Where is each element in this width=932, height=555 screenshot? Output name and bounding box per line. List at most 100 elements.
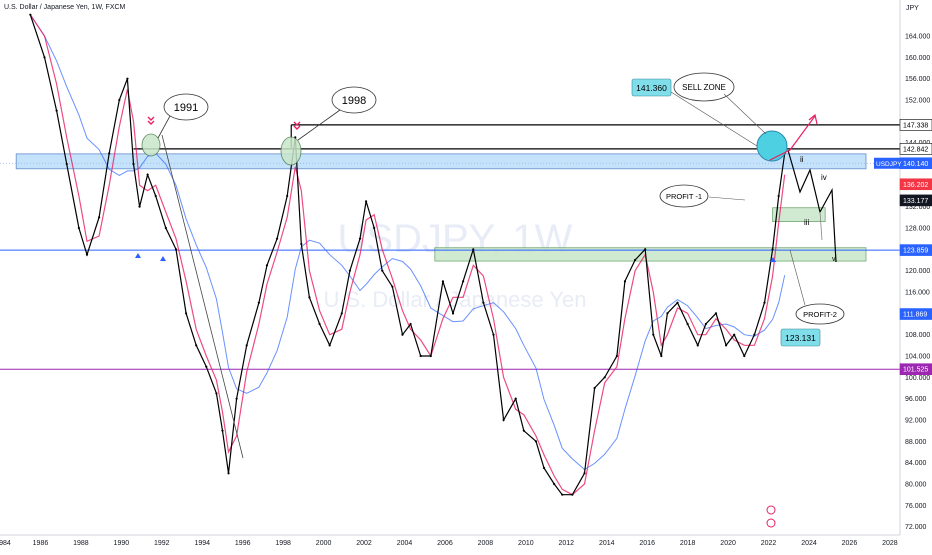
level-lines-layer <box>0 124 900 370</box>
y-tick-label: 96.000 <box>905 396 927 403</box>
annotation-layer: 1991 1998 SELL ZONE 141.360 PROFIT -1 PROFIT-… <box>135 72 845 528</box>
event-marker-2 <box>766 518 776 528</box>
y-tick-label: 132.000 <box>905 204 930 211</box>
price-point <box>77 226 80 230</box>
price-point <box>553 482 556 486</box>
x-tick-label: 1986 <box>33 540 49 547</box>
x-tick-label: 1992 <box>154 540 170 547</box>
y-tick-label: 128.000 <box>905 226 930 233</box>
price-point <box>743 354 746 358</box>
price-tag-box <box>899 143 932 155</box>
price-point <box>358 237 362 240</box>
price-point <box>660 354 663 358</box>
symbol-tag-box <box>874 157 900 169</box>
sell-signal-marker <box>147 120 155 125</box>
profit-1-zone <box>772 207 826 223</box>
price-point <box>221 429 224 432</box>
price-point <box>55 109 58 112</box>
price-point <box>652 333 655 336</box>
x-tick-label: 1990 <box>114 540 130 547</box>
price-point <box>763 301 766 304</box>
x-tick-label-edge: 1984 <box>0 540 11 547</box>
x-tick-label: 2004 <box>397 540 413 547</box>
price-point <box>43 56 46 59</box>
y-tick-label: 104.000 <box>905 354 930 361</box>
sell-zone-pointer <box>723 93 767 135</box>
price-tag-box <box>899 119 932 131</box>
profit-1-bubble <box>659 184 709 208</box>
projected-wave-path <box>787 149 837 263</box>
y-tick-label: 72.000 <box>905 524 927 531</box>
price-point <box>373 226 376 230</box>
price-point <box>108 152 111 155</box>
price-point <box>275 237 279 240</box>
y-tick-label: 156.000 <box>905 76 930 83</box>
zone-layer <box>15 153 867 262</box>
wave-v-label: v <box>832 256 836 263</box>
price-tag-label: 123.859 <box>903 248 928 255</box>
price-point <box>65 162 68 166</box>
price-point <box>502 418 505 422</box>
price-point <box>300 242 303 246</box>
y-tick-label: 100.000 <box>905 375 930 382</box>
x-tick-label: 2026 <box>842 540 858 547</box>
price-point <box>593 386 596 390</box>
price-point <box>257 301 260 304</box>
profit-2-label: PROFIT-2 <box>803 310 837 319</box>
price-point <box>340 312 343 315</box>
price-point <box>348 269 351 272</box>
price-point <box>286 194 289 198</box>
price-point <box>132 162 135 166</box>
price-point <box>126 77 129 80</box>
price-point <box>164 226 167 230</box>
label-1991: 1991 <box>174 102 198 114</box>
alt-up-path <box>769 115 816 161</box>
event-marker-1 <box>766 505 776 515</box>
y-tick-label: 120.000 <box>905 268 930 275</box>
price-point <box>391 285 394 288</box>
price-point <box>462 280 465 283</box>
price-point <box>328 344 331 347</box>
price-tag-box <box>899 244 932 256</box>
x-tick-label: 2006 <box>437 540 453 547</box>
price-point <box>696 344 699 347</box>
y-tick-label: 160.000 <box>905 55 930 62</box>
price-point <box>29 13 32 16</box>
price-point <box>308 296 311 299</box>
price-point <box>571 493 574 496</box>
label-1991-bubble <box>163 93 209 121</box>
x-tick-label: 2020 <box>720 540 736 547</box>
price-point <box>644 248 647 251</box>
y-tick-label: 116.000 <box>905 290 930 297</box>
price-point <box>686 322 689 326</box>
price-point <box>522 429 525 432</box>
price-point <box>561 493 564 496</box>
price-point <box>215 392 218 395</box>
x-tick-label: 2000 <box>316 540 332 547</box>
price-point <box>771 248 774 251</box>
price-point <box>623 280 627 283</box>
x-tick-label: 2022 <box>761 540 777 547</box>
sell-zone-bubble <box>673 72 735 102</box>
price-point <box>364 200 368 203</box>
buy-signal-marker <box>160 256 166 261</box>
y-tick-label: 88.000 <box>905 439 927 446</box>
sell-price-box <box>631 78 672 97</box>
price-point <box>227 472 230 475</box>
price-point <box>401 333 404 336</box>
label-1991-pointer <box>157 115 171 139</box>
price-point <box>666 312 669 315</box>
profit-1-pointer <box>708 196 746 201</box>
label-1998-pointer <box>297 109 341 141</box>
price-point <box>381 269 384 272</box>
price-point <box>409 322 412 326</box>
price-point <box>733 333 736 336</box>
marker-1998-ellipse <box>280 136 302 166</box>
price-tag-box <box>899 178 932 191</box>
x-tick-label: 1998 <box>275 540 291 547</box>
profit-2-zone <box>434 247 867 262</box>
x-tick-label: 2024 <box>801 540 817 547</box>
profit-2-price-box <box>780 328 821 347</box>
